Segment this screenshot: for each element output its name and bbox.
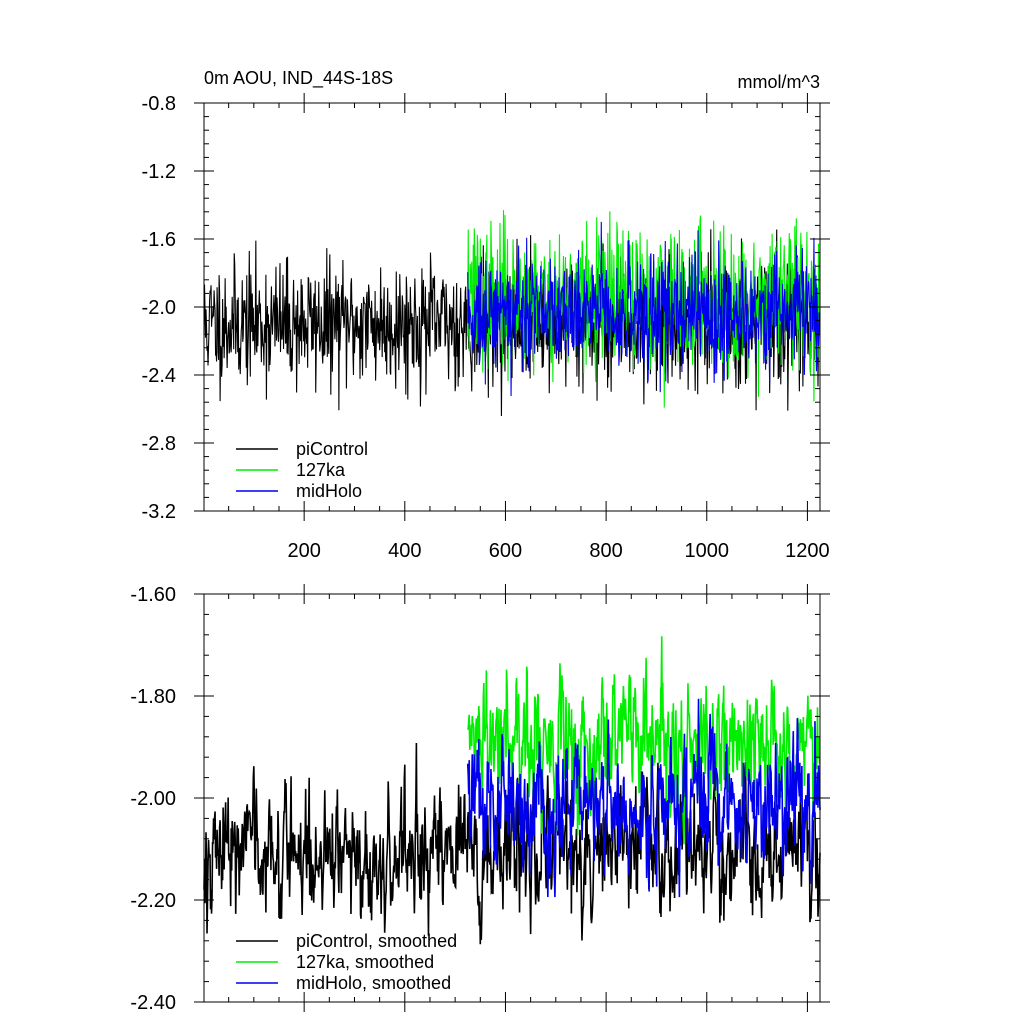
y-tick-label: -2.20 bbox=[130, 890, 176, 912]
legend-label: 127ka, smoothed bbox=[296, 952, 434, 972]
y-tick-label: -1.60 bbox=[130, 584, 176, 606]
x-tick-label: 1000 bbox=[685, 540, 730, 562]
legend-label: piControl bbox=[296, 439, 368, 459]
plot-units: mmol/m^3 bbox=[738, 72, 820, 92]
legend-label: midHolo bbox=[296, 481, 362, 501]
legend-label: 127ka bbox=[296, 460, 346, 480]
y-tick-label: -0.8 bbox=[142, 93, 176, 115]
y-tick-label: -1.2 bbox=[142, 161, 176, 183]
y-tick-label: -2.4 bbox=[142, 365, 176, 387]
x-tick-label: 400 bbox=[388, 540, 421, 562]
y-tick-label: -1.80 bbox=[130, 686, 176, 708]
y-tick-label: -3.2 bbox=[142, 501, 176, 523]
y-tick-label: -1.6 bbox=[142, 229, 176, 251]
x-tick-label: 600 bbox=[489, 540, 522, 562]
y-tick-label: -2.8 bbox=[142, 433, 176, 455]
plot-title: 0m AOU, IND_44S-18S bbox=[204, 68, 393, 89]
series-line-midholo bbox=[466, 698, 821, 898]
legend-label: piControl, smoothed bbox=[296, 931, 457, 951]
top-panel: 200 400 600 800 1000 1200 -3.2 -2.8 -2.4 -2.0 -1.6… bbox=[142, 93, 830, 562]
legend-label: midHolo, smoothed bbox=[296, 973, 451, 993]
y-tick-label: -2.0 bbox=[142, 297, 176, 319]
x-tick-label: 800 bbox=[589, 540, 622, 562]
x-tick-label: 1200 bbox=[785, 540, 830, 562]
series-line-midholo bbox=[467, 221, 821, 396]
series-line-127ka bbox=[466, 636, 821, 845]
x-tick-label: 200 bbox=[287, 540, 320, 562]
y-tick-label: -2.00 bbox=[130, 788, 176, 810]
y-tick-label: -2.40 bbox=[130, 992, 176, 1014]
bottom-panel: -2.40 -2.20 -2.00 -1.80 -1.60 piControl, smoo… bbox=[130, 584, 830, 1014]
